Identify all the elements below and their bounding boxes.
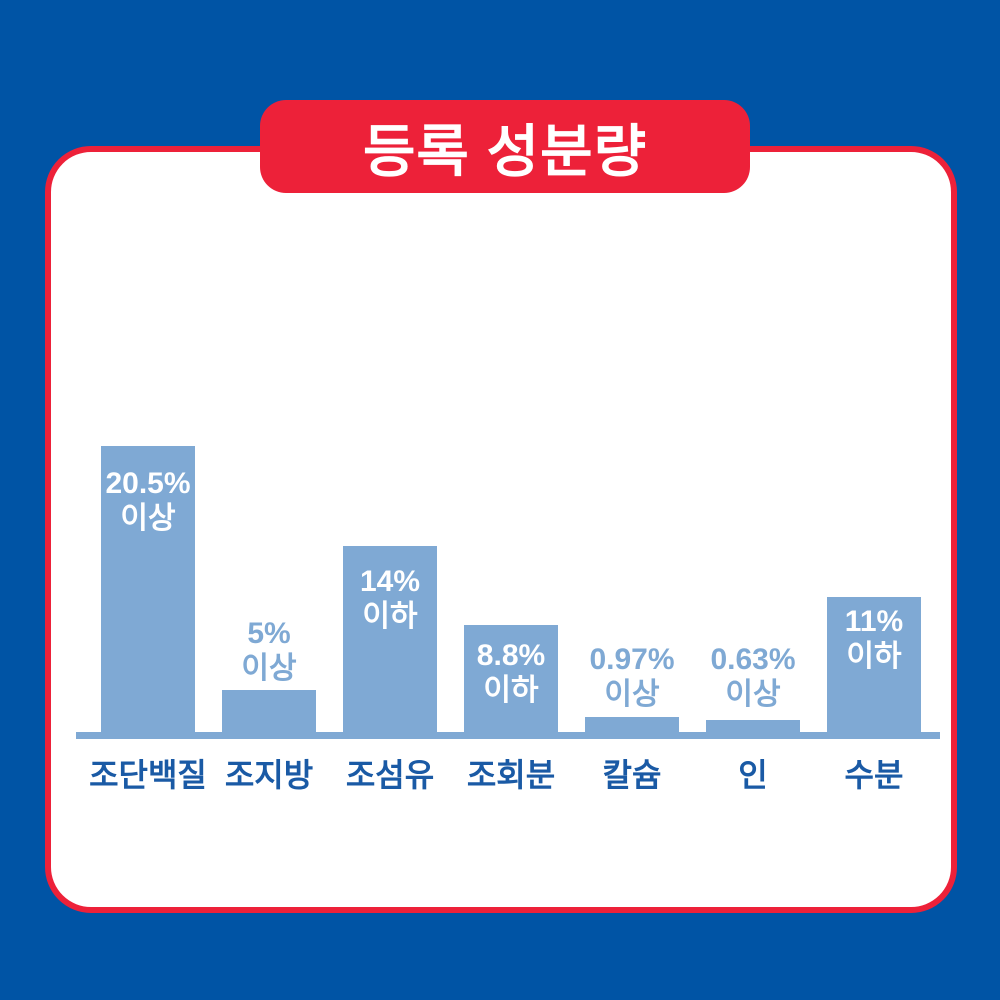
- bar-qualifier: 이상: [604, 678, 660, 711]
- bar-crude-ash: [464, 625, 558, 732]
- content-card: [45, 146, 957, 913]
- bar-value-label-crude-ash: 8.8% 이하: [436, 638, 586, 708]
- category-label-moisture: 수분: [844, 757, 904, 793]
- bar-value: 8.8%: [476, 639, 546, 672]
- category-label-crude-fiber: 조섬유: [345, 757, 435, 793]
- category-label-crude-ash: 조회분: [466, 757, 556, 793]
- bar-value-label-phosphorus: 0.63% 이상: [678, 642, 828, 712]
- bar-qualifier: 이하: [483, 674, 539, 707]
- bar-value: 5%: [247, 617, 291, 650]
- category-label-calcium: 칼슘: [602, 757, 662, 793]
- bar-crude-fiber: [343, 546, 437, 732]
- bar-value: 0.63%: [710, 643, 796, 676]
- page-title: 등록 성분량: [362, 119, 648, 184]
- title-badge: 등록 성분량: [260, 100, 750, 193]
- bar-value-label-crude-fat: 5% 이상: [194, 616, 344, 686]
- bar-qualifier: 이상: [241, 652, 297, 685]
- bar-crude-protein: [101, 446, 195, 732]
- category-label-crude-fat: 조지방: [224, 757, 314, 793]
- bar-qualifier: 이하: [846, 640, 902, 673]
- bar-value: 11%: [844, 605, 904, 638]
- bar-value-label-crude-fiber: 14% 이하: [315, 564, 465, 634]
- x-axis-line: [76, 732, 940, 739]
- bar-value-label-crude-protein: 20.5% 이상: [73, 466, 223, 536]
- bar-value-label-calcium: 0.97% 이상: [557, 642, 707, 712]
- bar-value-label-moisture: 11% 이하: [799, 604, 949, 674]
- bar-value: 0.97%: [589, 643, 675, 676]
- category-label-crude-protein: 조단백질: [89, 757, 207, 793]
- bar-value: 14%: [359, 565, 421, 598]
- bar-calcium: [585, 717, 679, 732]
- bar-moisture: [827, 597, 921, 732]
- bar-qualifier: 이상: [120, 502, 176, 535]
- category-label-phosphorus: 인: [738, 757, 768, 793]
- bar-qualifier: 이하: [362, 600, 418, 633]
- bar-phosphorus: [706, 720, 800, 732]
- bar-value: 20.5%: [105, 467, 191, 500]
- bar-crude-fat: [222, 690, 316, 732]
- bar-qualifier: 이상: [725, 678, 781, 711]
